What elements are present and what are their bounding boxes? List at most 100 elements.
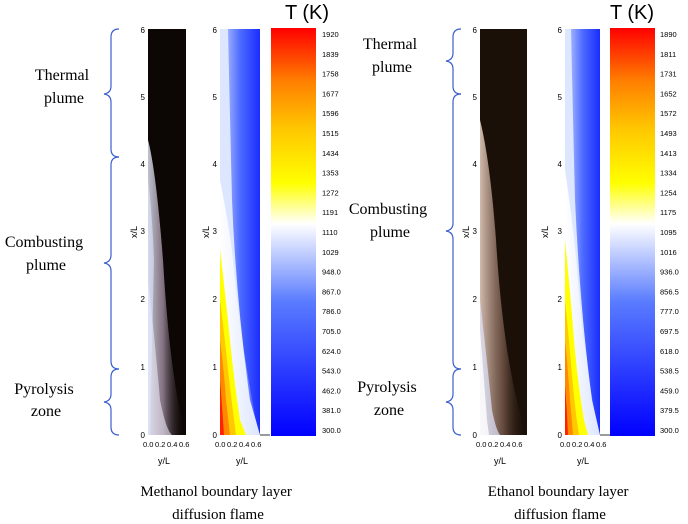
ethanol-flame-y-tick: 0.0 (476, 440, 486, 449)
methanol-colorbar (271, 28, 316, 436)
ethanol-flame-x-tick: 3 (473, 227, 478, 236)
methanol-flame-y-tick: 0.0 (143, 440, 153, 449)
methanol-temp-x-tick: 0 (213, 431, 218, 440)
ethanol-temp-x-tick: 0 (558, 431, 563, 440)
ethanol-colorbar-tick: 1095 (660, 228, 677, 237)
ethanol-colorbar-tick: 1334 (660, 169, 677, 178)
ethanol-flame-y-tick: 0.6 (512, 440, 522, 449)
ethanol-colorbar-tick: 1572 (660, 109, 677, 118)
methanol-colorbar-tick: 381.0 (322, 406, 341, 415)
methanol-colorbar-tick: 1353 (322, 169, 339, 178)
ethanol-zone-thermal-line-2: plume (372, 59, 412, 76)
ethanol-caption: Ethanol boundary layer diffusion flame (488, 484, 633, 523)
ethanol-temperature-field (565, 29, 610, 436)
ethanol-flame-x-tick: 4 (473, 160, 478, 169)
ethanol-panel: Thermal plume Combusting plume Pyrolysis… (349, 2, 679, 523)
methanol-colorbar-tick: 1110 (322, 228, 338, 237)
ethanol-colorbar-tick: 777.0 (660, 307, 679, 316)
ethanol-colorbar-tick: 1254 (660, 188, 677, 197)
ethanol-temp-y-tick: 0.6 (596, 440, 606, 449)
methanol-flame-x-axis-label: x/L (129, 226, 139, 238)
ethanol-zone-thermal-line-1: Thermal (363, 36, 418, 53)
ethanol-colorbar-tick: 1016 (660, 248, 677, 257)
methanol-flame-x-tick: 0 (141, 431, 146, 440)
ethanol-temp-y-ticks: 0.0 0.2 0.4 0.6 (560, 440, 606, 449)
ethanol-caption-line-2: diffusion flame (514, 507, 606, 523)
ethanol-colorbar-tick: 1652 (660, 89, 677, 98)
methanol-colorbar-ticks: 1920 1839 1758 1677 1596 1515 1434 1353 1272 1191… (322, 30, 341, 435)
ethanol-flame-x-tick: 5 (473, 93, 478, 102)
ethanol-flame-x-tick: 6 (473, 26, 478, 35)
methanol-caption: Methanol boundary layer diffusion flame (140, 484, 295, 523)
ethanol-colorbar-tick: 379.5 (660, 406, 679, 415)
ethanol-temp-x-tick: 3 (558, 227, 563, 236)
methanol-flame-x-tick: 4 (141, 160, 146, 169)
methanol-flame-x-tick: 5 (141, 93, 146, 102)
ethanol-colorbar-tick: 936.0 (660, 268, 679, 277)
methanol-temp-x-tick: 6 (213, 26, 218, 35)
methanol-colorbar-tick: 1920 (322, 30, 339, 39)
ethanol-temp-x-axis-label: x/L (540, 226, 550, 238)
methanol-flame-x-tick: 2 (141, 295, 146, 304)
methanol-zone-pyrolysis-line-2: zone (31, 403, 61, 420)
ethanol-colorbar-tick: 1731 (660, 70, 677, 79)
methanol-zone-pyrolysis-line-1: Pyrolysis (14, 381, 74, 398)
ethanol-colorbar-tick: 856.5 (660, 287, 679, 296)
methanol-temp-x-tick: 2 (213, 295, 218, 304)
ethanol-flame-x-axis-label: x/L (461, 226, 471, 238)
ethanol-flame-x-tick: 0 (473, 431, 478, 440)
methanol-flame-x-tick: 3 (141, 227, 146, 236)
methanol-colorbar-tick: 1758 (322, 70, 339, 79)
ethanol-zone-combusting-line-2: plume (370, 224, 410, 241)
methanol-brace-thermal (103, 28, 120, 158)
methanol-flame-y-tick: 0.4 (167, 440, 177, 449)
ethanol-caption-line-1: Ethanol boundary layer (488, 484, 629, 500)
methanol-colorbar-tick: 705.0 (322, 327, 341, 336)
ethanol-temp-y-tick: 0.4 (584, 440, 594, 449)
methanol-temp-x-tick: 4 (213, 160, 218, 169)
methanol-zone-combusting-line-1: Combusting (5, 234, 83, 251)
methanol-temp-x-tick: 1 (213, 363, 218, 372)
ethanol-temp-y-axis-label: y/L (577, 456, 589, 466)
methanol-temp-x-axis-label: x/L (201, 226, 211, 238)
methanol-temp-x-tick: 5 (213, 93, 218, 102)
ethanol-flame-x-tick: 1 (473, 363, 478, 372)
methanol-temp-y-ticks: 0.0 0.2 0.4 0.6 (215, 440, 261, 449)
methanol-zone-thermal-label: Thermal plume (35, 67, 93, 107)
methanol-temperature-field (220, 29, 270, 436)
methanol-caption-line-1: Methanol boundary layer (140, 484, 292, 500)
ethanol-flame-photo (480, 29, 527, 435)
ethanol-brace-pyrolysis (445, 368, 462, 436)
methanol-zone-combusting-label: Combusting plume (5, 234, 87, 274)
ethanol-flame-x-ticks: 0 1 2 3 4 5 6 (473, 26, 478, 440)
ethanol-temp-x-tick: 1 (558, 363, 563, 372)
methanol-temp-y-tick: 0.6 (251, 440, 261, 449)
ethanol-flame-y-tick: 0.4 (500, 440, 510, 449)
methanol-flame-x-tick: 6 (141, 26, 146, 35)
methanol-colorbar-tick: 543.0 (322, 367, 341, 376)
ethanol-zone-pyrolysis-line-2: zone (374, 402, 404, 419)
methanol-temp-x-ticks: 0 1 2 3 4 5 6 (213, 26, 218, 440)
methanol-flame-x-tick: 1 (141, 363, 146, 372)
ethanol-brace-thermal (445, 28, 462, 95)
methanol-colorbar-tick: 867.0 (322, 287, 341, 296)
ethanol-colorbar-ticks: 1890 1811 1731 1652 1572 1493 1413 1334 1254 1175… (660, 30, 679, 435)
methanol-flame-photo (148, 29, 186, 435)
ethanol-flame-y-axis-label: y/L (494, 456, 506, 466)
ethanol-colorbar-title: T (K) (610, 2, 654, 24)
methanol-zone-thermal-line-1: Thermal (35, 67, 90, 84)
methanol-colorbar-tick: 1596 (322, 109, 339, 118)
ethanol-brace-combusting (445, 93, 462, 370)
ethanol-temp-x-ticks: 0 1 2 3 4 5 6 (558, 26, 563, 440)
methanol-colorbar-tick: 300.0 (322, 426, 341, 435)
ethanol-temp-x-tick: 6 (558, 26, 563, 35)
methanol-temp-y-tick: 0.0 (215, 440, 225, 449)
ethanol-flame-x-tick: 2 (473, 295, 478, 304)
methanol-colorbar-tick: 1029 (322, 248, 339, 257)
methanol-temp-y-axis-label: y/L (236, 456, 248, 466)
methanol-temp-y-tick: 0.2 (227, 440, 237, 449)
ethanol-temp-x-tick: 4 (558, 160, 563, 169)
methanol-zone-thermal-line-2: plume (44, 90, 84, 107)
methanol-flame-y-axis-label: y/L (158, 456, 170, 466)
ethanol-temp-x-tick: 2 (558, 295, 563, 304)
